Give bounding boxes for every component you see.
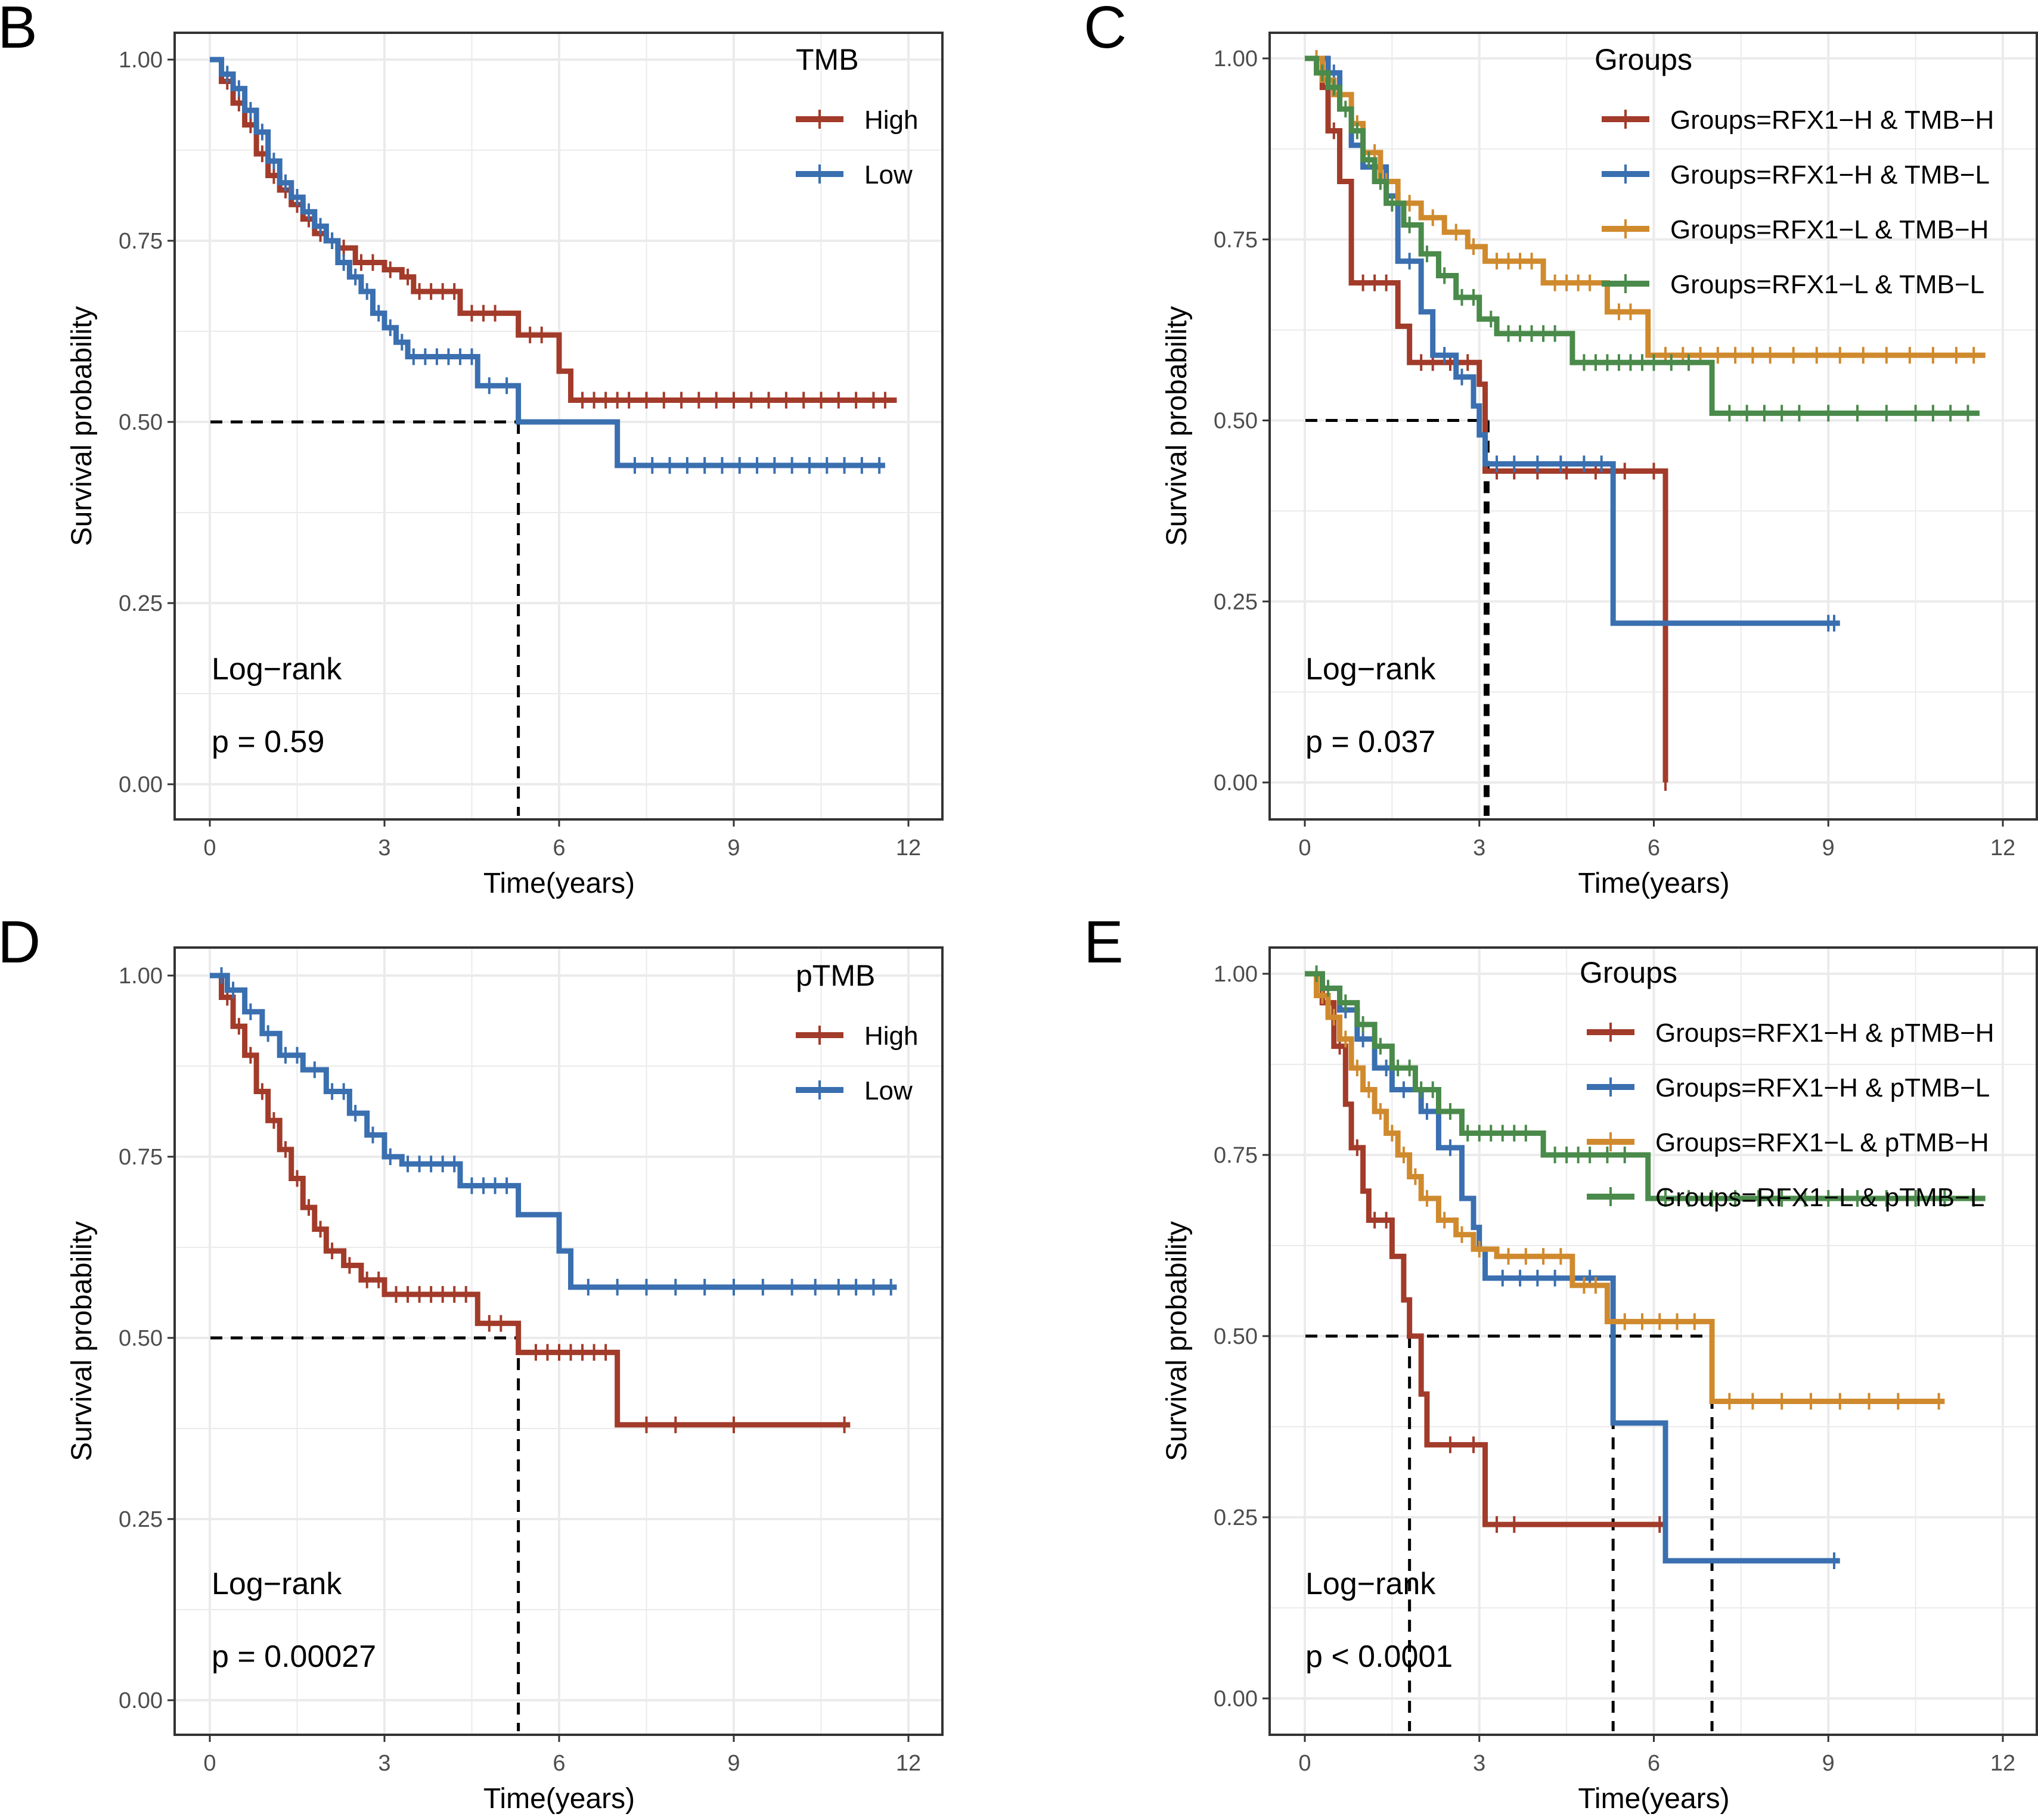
y-tick-label: 1.00 <box>1214 46 1258 72</box>
legend-label: Groups=RFX1−L & TMB−H <box>1670 215 1989 244</box>
survival-series-2 <box>1305 971 1945 1410</box>
y-tick-label: 1.00 <box>1214 962 1258 987</box>
x-tick-label: 9 <box>727 836 740 861</box>
y-tick-label: 0.00 <box>119 1688 163 1713</box>
panel-letter: D <box>0 909 41 976</box>
y-tick-label: 1.00 <box>119 964 163 989</box>
x-tick-label: 9 <box>1822 1751 1835 1776</box>
y-tick-label: 0.50 <box>1214 1324 1258 1349</box>
y-tick-label: 0.00 <box>1214 1687 1258 1712</box>
legend-label: Groups=RFX1−L & TMB−L <box>1670 270 1984 299</box>
legend-title: pTMB <box>796 959 875 992</box>
logrank-pvalue: p = 0.00027 <box>212 1639 376 1674</box>
y-tick-label: 0.50 <box>1214 409 1258 434</box>
x-tick-label: 3 <box>1473 1751 1485 1776</box>
km-panel-d: D 0 3 6 9 12 0.00 0.25 0.50 0.75 1.00 Time(years) Su… <box>0 909 944 1815</box>
survival-curve <box>1305 971 1986 1201</box>
y-tick-label: 0.50 <box>119 1326 163 1351</box>
survival-series-2 <box>1305 50 1986 364</box>
survival-series-3 <box>1305 55 1980 422</box>
survival-series-1 <box>210 57 885 474</box>
legend-title: TMB <box>796 43 859 76</box>
legend-label: Groups=RFX1−L & pTMB−L <box>1655 1183 1984 1212</box>
x-tick-label: 3 <box>1473 836 1485 861</box>
km-panel-b: B 0 3 6 9 12 0.00 0.25 0.50 0.75 1.00 Time(years) Su… <box>0 0 944 899</box>
x-tick-label: 0 <box>203 836 216 861</box>
x-tick-label: 6 <box>553 836 565 861</box>
km-panel-c: C 0 3 6 9 12 0.00 0.25 0.50 0.75 1.00 Time(years) Su… <box>1084 0 2038 899</box>
legend-label: Low <box>864 160 913 190</box>
legend-label: Groups=RFX1−H & pTMB−H <box>1655 1018 1994 1048</box>
y-axis-title: Survival probability <box>66 1221 98 1461</box>
survival-curve <box>1305 55 1986 358</box>
logrank-pvalue: p = 0.59 <box>212 725 324 759</box>
plot-border <box>173 32 944 821</box>
logrank-title: Log−rank <box>212 1567 342 1601</box>
x-tick-label: 0 <box>1298 1751 1311 1776</box>
logrank-pvalue: p < 0.0001 <box>1305 1639 1453 1674</box>
logrank-pvalue: p = 0.037 <box>1305 725 1435 759</box>
x-tick-label: 12 <box>896 1751 921 1776</box>
survival-curve <box>1305 55 1980 416</box>
y-tick-label: 0.25 <box>1214 1505 1258 1530</box>
plot-border <box>1268 946 2038 1736</box>
survival-series-3 <box>1305 965 1986 1207</box>
x-tick-label: 6 <box>1648 1751 1660 1776</box>
logrank-title: Log−rank <box>1305 1567 1436 1601</box>
y-tick-label: 1.00 <box>119 48 163 73</box>
survival-curve <box>1305 971 1840 1564</box>
x-tick-label: 9 <box>727 1751 740 1776</box>
x-tick-label: 3 <box>378 836 390 861</box>
x-tick-label: 0 <box>203 1751 216 1776</box>
y-axis-title: Survival probability <box>66 306 98 546</box>
y-tick-label: 0.75 <box>119 229 163 254</box>
logrank-title: Log−rank <box>1305 652 1436 687</box>
y-tick-label: 0.75 <box>119 1145 163 1170</box>
y-tick-label: 0.25 <box>1214 589 1258 614</box>
legend-label: Low <box>864 1076 913 1105</box>
panel-letter: C <box>1084 0 1127 61</box>
panel-letter: E <box>1084 909 1124 976</box>
x-axis-title: Time(years) <box>483 868 635 899</box>
x-tick-label: 0 <box>1298 836 1311 861</box>
y-tick-label: 0.25 <box>119 591 163 616</box>
x-tick-label: 6 <box>1648 836 1660 861</box>
x-tick-label: 9 <box>1822 836 1835 861</box>
plot-border <box>1268 32 2038 821</box>
logrank-title: Log−rank <box>212 652 342 687</box>
y-axis-title: Survival probability <box>1161 306 1193 546</box>
y-tick-label: 0.00 <box>119 772 163 797</box>
y-tick-label: 0.00 <box>1214 771 1258 796</box>
y-tick-label: 0.75 <box>1214 1143 1258 1168</box>
y-tick-label: 0.25 <box>119 1507 163 1532</box>
y-tick-label: 0.50 <box>119 410 163 435</box>
survival-curve <box>1305 971 1945 1404</box>
legend-title: Groups <box>1595 43 1692 76</box>
x-tick-label: 12 <box>1990 1751 2015 1776</box>
x-tick-label: 6 <box>553 1751 565 1776</box>
survival-curve <box>210 973 897 1290</box>
legend-label: Groups=RFX1−H & TMB−L <box>1670 160 1990 190</box>
legend-label: Groups=RFX1−H & TMB−H <box>1670 105 1994 135</box>
x-axis-title: Time(years) <box>1578 1783 1729 1815</box>
legend-title: Groups <box>1580 956 1677 989</box>
x-tick-label: 12 <box>1990 836 2015 861</box>
legend-label: High <box>864 1021 919 1051</box>
legend-label: High <box>864 105 919 135</box>
legend-label: Groups=RFX1−L & pTMB−H <box>1655 1128 1989 1157</box>
x-tick-label: 3 <box>378 1751 390 1776</box>
survival-series-1 <box>210 967 897 1296</box>
x-tick-label: 12 <box>896 836 921 861</box>
km-panel-e: E 0 3 6 9 12 0.00 0.25 0.50 0.75 1.00 Time(years) Su… <box>1084 909 2038 1815</box>
y-axis-title: Survival probability <box>1161 1221 1193 1461</box>
plot-border <box>173 946 944 1736</box>
survival-series-0 <box>210 973 851 1433</box>
x-axis-title: Time(years) <box>1578 868 1729 899</box>
panel-letter: B <box>0 0 38 61</box>
survival-curve <box>1305 971 1666 1527</box>
x-axis-title: Time(years) <box>483 1783 635 1815</box>
y-tick-label: 0.75 <box>1214 228 1258 253</box>
legend-label: Groups=RFX1−H & pTMB−L <box>1655 1073 1990 1102</box>
